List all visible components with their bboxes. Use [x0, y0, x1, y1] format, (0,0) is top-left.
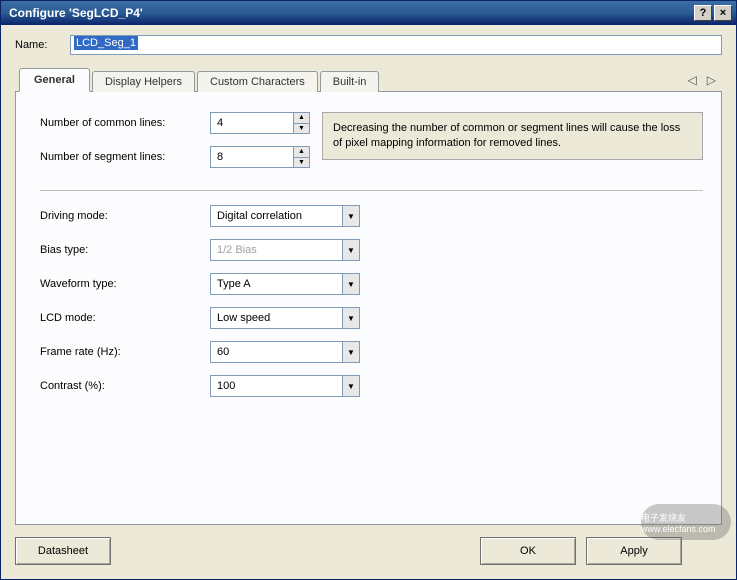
segment-lines-spinner[interactable]: ▲ ▼ — [210, 146, 310, 168]
lcd-mode-label: LCD mode: — [40, 312, 210, 324]
lcd-mode-value[interactable] — [210, 307, 342, 329]
contrast-row: Contrast (%): ▼ — [40, 375, 703, 397]
bias-type-label: Bias type: — [40, 244, 210, 256]
apply-button[interactable]: Apply — [586, 537, 682, 565]
contrast-value[interactable] — [210, 375, 342, 397]
chevron-down-icon[interactable]: ▼ — [342, 273, 360, 295]
tab-scroll-left-icon[interactable]: ◁ — [688, 73, 697, 87]
spin-down-icon[interactable]: ▼ — [293, 157, 310, 169]
name-value: LCD_Seg_1 — [74, 36, 138, 50]
waveform-type-row: Waveform type: ▼ — [40, 273, 703, 295]
contrast-label: Contrast (%): — [40, 380, 210, 392]
name-row: Name: LCD_Seg_1 — [15, 35, 722, 55]
lcd-mode-row: LCD mode: ▼ — [40, 307, 703, 329]
driving-mode-value[interactable] — [210, 205, 342, 227]
common-lines-input[interactable] — [210, 112, 293, 134]
tab-custom-characters[interactable]: Custom Characters — [197, 71, 318, 92]
button-bar: Datasheet OK Apply — [1, 525, 736, 579]
common-lines-row: Number of common lines: ▲ ▼ — [40, 112, 310, 134]
close-button[interactable]: × — [714, 5, 732, 21]
waveform-type-label: Waveform type: — [40, 278, 210, 290]
frame-rate-value[interactable] — [210, 341, 342, 363]
window-title: Configure 'SegLCD_P4' — [9, 6, 692, 20]
datasheet-button[interactable]: Datasheet — [15, 537, 111, 565]
contrast-combo[interactable]: ▼ — [210, 375, 360, 397]
chevron-down-icon: ▼ — [342, 239, 360, 261]
help-button[interactable]: ? — [694, 5, 712, 21]
spin-down-icon[interactable]: ▼ — [293, 123, 310, 135]
chevron-down-icon[interactable]: ▼ — [342, 307, 360, 329]
configure-dialog: Configure 'SegLCD_P4' ? × Name: LCD_Seg_… — [0, 0, 737, 580]
tab-display-helpers[interactable]: Display Helpers — [92, 71, 195, 92]
lcd-mode-combo[interactable]: ▼ — [210, 307, 360, 329]
frame-rate-label: Frame rate (Hz): — [40, 346, 210, 358]
general-panel: Number of common lines: ▲ ▼ Number of se… — [15, 92, 722, 525]
driving-mode-label: Driving mode: — [40, 210, 210, 222]
segment-lines-label: Number of segment lines: — [40, 151, 210, 163]
common-lines-label: Number of common lines: — [40, 117, 210, 129]
segment-lines-row: Number of segment lines: ▲ ▼ — [40, 146, 310, 168]
chevron-down-icon[interactable]: ▼ — [342, 375, 360, 397]
tab-scroll-right-icon[interactable]: ▷ — [707, 73, 716, 87]
driving-mode-combo[interactable]: ▼ — [210, 205, 360, 227]
dialog-content: Name: LCD_Seg_1 General Display Helpers … — [1, 25, 736, 525]
segment-lines-input[interactable] — [210, 146, 293, 168]
bias-type-combo: ▼ — [210, 239, 360, 261]
tab-strip: General Display Helpers Custom Character… — [15, 67, 722, 92]
spin-up-icon[interactable]: ▲ — [293, 112, 310, 123]
tab-built-in[interactable]: Built-in — [320, 71, 380, 92]
driving-mode-row: Driving mode: ▼ — [40, 205, 703, 227]
waveform-type-value[interactable] — [210, 273, 342, 295]
bias-type-value — [210, 239, 342, 261]
waveform-type-combo[interactable]: ▼ — [210, 273, 360, 295]
name-label: Name: — [15, 39, 70, 51]
ok-button[interactable]: OK — [480, 537, 576, 565]
tab-general[interactable]: General — [19, 68, 90, 92]
frame-rate-row: Frame rate (Hz): ▼ — [40, 341, 703, 363]
chevron-down-icon[interactable]: ▼ — [342, 205, 360, 227]
info-message: Decreasing the number of common or segme… — [322, 112, 703, 160]
bias-type-row: Bias type: ▼ — [40, 239, 703, 261]
frame-rate-combo[interactable]: ▼ — [210, 341, 360, 363]
spin-up-icon[interactable]: ▲ — [293, 146, 310, 157]
tab-scroll-arrows: ◁ ▷ — [688, 73, 722, 91]
common-lines-spinner[interactable]: ▲ ▼ — [210, 112, 310, 134]
title-bar: Configure 'SegLCD_P4' ? × — [1, 1, 736, 25]
name-input[interactable]: LCD_Seg_1 — [70, 35, 722, 55]
chevron-down-icon[interactable]: ▼ — [342, 341, 360, 363]
